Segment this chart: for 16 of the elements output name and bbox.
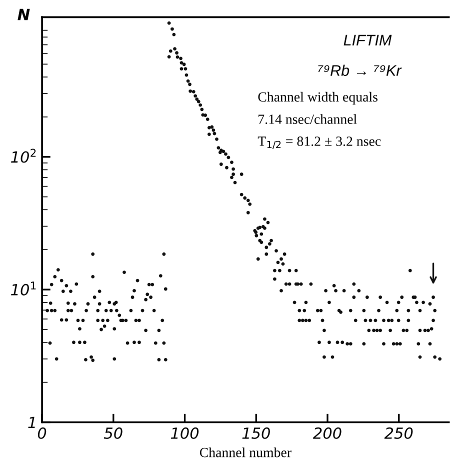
x-tick-label: 200 — [312, 427, 342, 439]
x-axis-title: Channel number — [200, 447, 292, 458]
annotation: T$_{1/2}$ = 81.2 ± 3.2 nsec — [258, 136, 381, 149]
x-tick-label: 150 — [242, 427, 270, 439]
annotation: LIFTIM — [344, 34, 392, 46]
x-tick-label: 250 — [384, 427, 413, 439]
annotation: Channel width equals — [258, 92, 378, 104]
annotation: ⁷⁹Rb → ⁷⁹Kr — [318, 64, 402, 76]
x-tick-label: 0 — [38, 427, 46, 439]
y-axis-title: N — [18, 8, 30, 20]
annotation: 7.14 nsec/channel — [258, 114, 357, 124]
x-tick-label: 100 — [170, 427, 199, 439]
x-tick-label: 50 — [104, 427, 122, 439]
y-tick-label: 10$^{1}$ — [11, 282, 36, 296]
y-tick-label: 1 — [28, 416, 35, 428]
y-tick-label: 10$^{2}$ — [11, 148, 36, 163]
